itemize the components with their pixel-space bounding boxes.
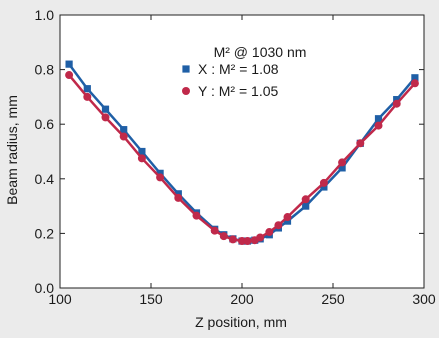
data-point (174, 193, 183, 202)
data-point (283, 213, 292, 222)
data-point (83, 85, 91, 93)
data-point (256, 233, 265, 242)
data-point (65, 71, 74, 80)
y-tick-label: 0.2 (35, 225, 55, 241)
data-point (137, 154, 146, 163)
series-2 (65, 71, 419, 246)
data-point (83, 92, 92, 101)
data-point (274, 221, 283, 230)
y-tick-label: 0.8 (35, 62, 55, 78)
data-point (65, 60, 73, 68)
data-point (302, 202, 310, 210)
x-tick-label: 200 (230, 291, 254, 307)
data-point (243, 237, 252, 246)
legend-label: Y : M² = 1.05 (198, 83, 278, 99)
data-point (319, 178, 328, 187)
x-tick-label: 150 (139, 291, 163, 307)
y-tick-label: 0.6 (35, 116, 55, 132)
legend-title: M² @ 1030 nm (214, 44, 307, 60)
data-point (411, 74, 419, 82)
data-point (356, 139, 365, 148)
data-point (192, 211, 201, 220)
data-point (228, 235, 237, 244)
x-axis-label: Z position, mm (195, 314, 287, 330)
data-point (283, 217, 292, 225)
axes: 100 150 200 250 300 0.0 0.2 0.4 0.6 0.8 1.0 (35, 7, 436, 307)
data-point (338, 164, 346, 172)
x-tick-label: 300 (412, 291, 436, 307)
data-point (101, 113, 110, 122)
data-point (320, 183, 328, 191)
data-point (101, 105, 110, 113)
legend-label: X : M² = 1.08 (198, 61, 279, 77)
legend-marker (182, 87, 190, 95)
data-point (410, 79, 419, 88)
data-point (156, 173, 165, 182)
data-point (156, 169, 164, 177)
y-tick-label: 0.4 (35, 171, 55, 187)
data-point (301, 195, 310, 204)
legend-marker (182, 65, 190, 73)
data-point (138, 147, 146, 156)
series-group (65, 60, 419, 246)
data-point (393, 96, 401, 104)
data-point (374, 115, 383, 123)
data-point (210, 226, 219, 235)
data-point (392, 99, 401, 108)
data-point (265, 228, 274, 237)
data-point (119, 132, 128, 141)
x-tick-label: 100 (48, 291, 72, 307)
data-point (374, 121, 383, 130)
legend: M² @ 1030 nm X : M² = 1.08 Y : M² = 1.05 (182, 44, 306, 99)
data-point (219, 232, 228, 241)
y-tick-label: 0.0 (35, 280, 55, 296)
data-point (174, 190, 182, 198)
x-tick-label: 250 (321, 291, 345, 307)
data-point (338, 158, 347, 167)
data-point (120, 126, 128, 134)
y-tick-label: 1.0 (35, 7, 55, 23)
y-axis-label: Beam radius, mm (4, 95, 20, 205)
